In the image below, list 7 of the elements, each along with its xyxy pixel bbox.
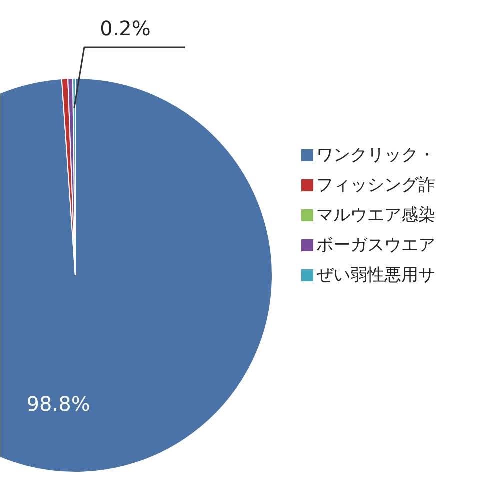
legend-label: ワンクリック・ (316, 146, 436, 166)
data-label: 0.2% (100, 16, 151, 40)
legend-label: フィッシング詐 (316, 176, 436, 196)
data-label: 98.8% (26, 392, 90, 416)
legend-label: マルウエア感染 (316, 206, 436, 226)
legend-label: ぜい弱性悪用サ (316, 266, 436, 286)
legend-label: ボーガスウエア (316, 236, 436, 256)
